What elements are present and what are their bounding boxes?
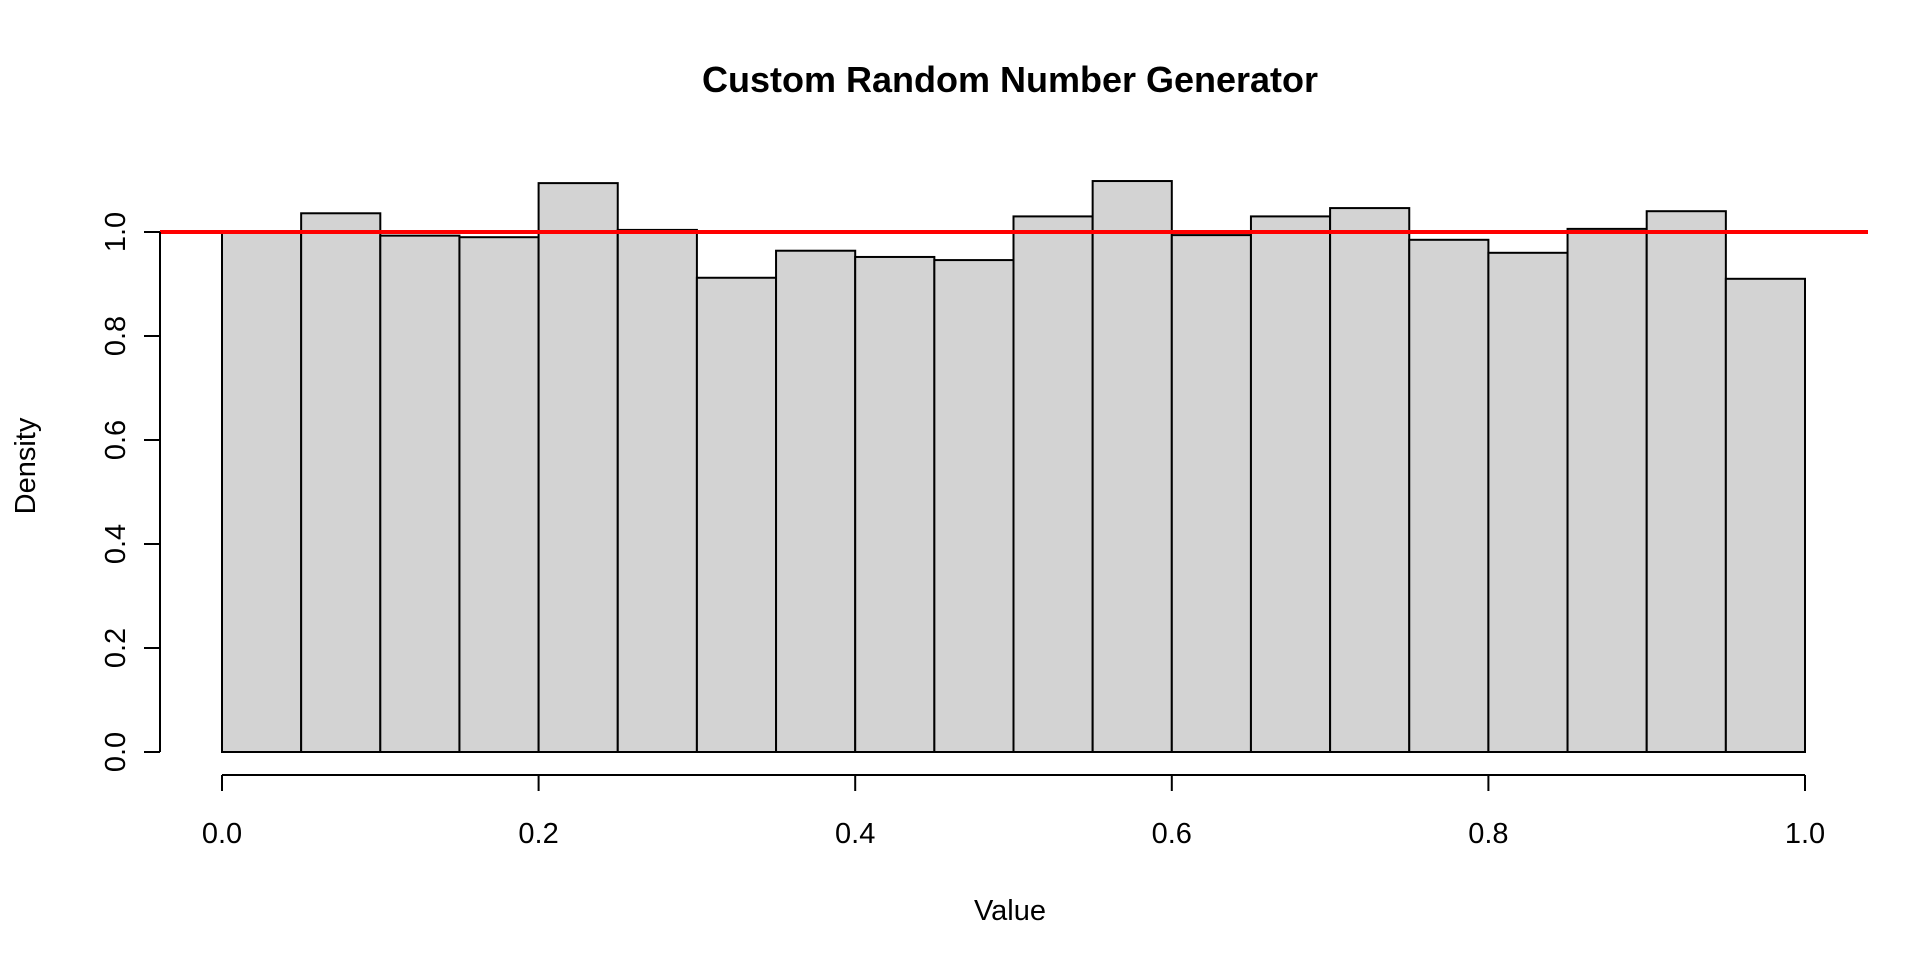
- y-axis: 0.0 0.2 0.4 0.6 0.8 1.0: [100, 212, 161, 772]
- histogram-bar: [1249, 215, 1332, 753]
- x-tick-label: 1.0: [1785, 818, 1825, 850]
- y-tick-label: 1.0: [100, 212, 132, 252]
- x-axis: 0.0 0.2 0.4 0.6 0.8 1.0: [202, 774, 1825, 850]
- y-axis-label: Density: [10, 417, 42, 514]
- y-tick-label: 0.2: [100, 628, 132, 668]
- histogram-bar: [1724, 277, 1806, 753]
- x-tick-label: 0.6: [1152, 818, 1192, 850]
- histogram-bar: [1091, 180, 1173, 754]
- x-axis-label: Value: [974, 895, 1046, 927]
- histogram-bar: [1012, 215, 1094, 753]
- chart-title: Custom Random Number Generator: [702, 59, 1318, 100]
- y-tick-label: 0.0: [100, 732, 132, 772]
- histogram-bar: [1329, 207, 1411, 753]
- y-tick-label: 0.4: [100, 524, 132, 564]
- histogram-bar: [933, 259, 1015, 753]
- bars-layer: [221, 180, 1806, 754]
- histogram-bar: [1645, 210, 1727, 753]
- histogram-bar: [854, 255, 936, 753]
- histogram-bar: [537, 182, 619, 753]
- histogram-bar: [1487, 251, 1569, 754]
- histogram-bar: [1170, 234, 1252, 753]
- x-tick-label: 0.4: [835, 818, 875, 850]
- histogram-bar: [221, 231, 303, 753]
- histogram-bar: [379, 234, 461, 753]
- y-tick-label: 0.6: [100, 420, 132, 460]
- histogram-bar: [300, 212, 382, 753]
- x-tick-label: 0.0: [202, 818, 242, 850]
- x-tick-label: 0.8: [1468, 818, 1508, 850]
- y-tick-label: 0.8: [100, 316, 132, 356]
- histogram-bar: [695, 276, 778, 753]
- histogram-bar: [1566, 227, 1648, 753]
- histogram-bar: [775, 249, 857, 753]
- histogram-bar: [616, 228, 698, 754]
- histogram-bar: [1408, 238, 1490, 754]
- histogram-bar: [458, 236, 540, 753]
- x-tick-label: 0.2: [518, 818, 558, 850]
